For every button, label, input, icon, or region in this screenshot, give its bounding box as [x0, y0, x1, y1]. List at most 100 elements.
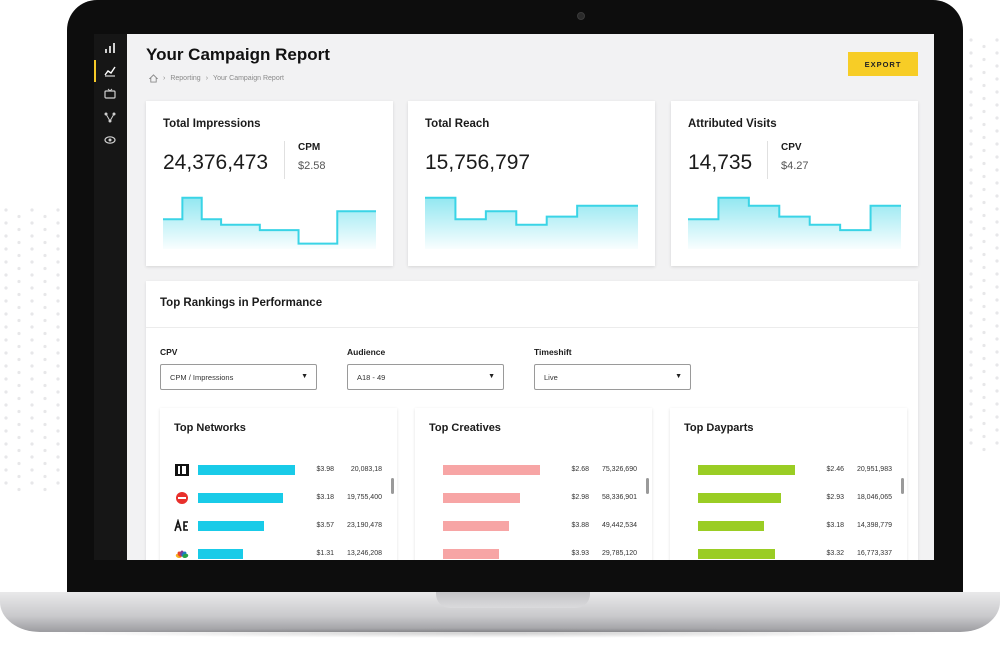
- rank-card-title: Top Networks: [174, 422, 246, 434]
- scrollbar-thumb[interactable]: [391, 478, 394, 494]
- rank-row[interactable]: $2.93 18,046,065: [684, 491, 894, 505]
- rank-cost: $3.18: [316, 494, 334, 501]
- breadcrumb-current: Your Campaign Report: [213, 75, 284, 82]
- filter-select-audience[interactable]: A18 - 49 ▼: [347, 364, 504, 390]
- rank-count: 29,785,120: [601, 550, 637, 557]
- sidebar-item-tv[interactable]: [103, 87, 117, 101]
- rank-row[interactable]: $2.46 20,951,983: [684, 463, 894, 477]
- filter-label-audience: Audience: [347, 347, 386, 357]
- kpi-card-title: Total Reach: [425, 118, 490, 130]
- home-icon[interactable]: [149, 74, 158, 83]
- rank-count: 49,442,534: [601, 522, 637, 529]
- sidebar: [94, 34, 127, 560]
- kpi-card-value: 15,756,797: [425, 151, 531, 174]
- sidebar-item-bar-chart[interactable]: [103, 41, 117, 55]
- rank-cost: $1.31: [316, 550, 334, 557]
- rank-cost: $3.57: [316, 522, 334, 529]
- id-network-icon: [174, 463, 190, 477]
- kpi-card-divider: [767, 141, 768, 179]
- rank-cost: $2.98: [571, 494, 589, 501]
- rank-row[interactable]: $3.32 16,773,337: [684, 547, 894, 560]
- kpi-card-value: 14,735: [688, 151, 753, 174]
- tv-icon: [104, 88, 116, 99]
- laptop-shadow: [40, 628, 960, 638]
- laptop-notch: [436, 592, 590, 608]
- rank-count: 19,755,400: [346, 494, 382, 501]
- rank-bar: [698, 493, 781, 503]
- food-network-icon: [176, 492, 188, 504]
- kpi-card-impressions: Total Impressions 24,376,473 CPM $2.58: [146, 101, 393, 266]
- scrollbar-thumb[interactable]: [646, 478, 649, 494]
- rank-cost: $3.18: [826, 522, 844, 529]
- rank-row[interactable]: $3.98 20,083,18: [174, 463, 384, 477]
- kpi-card-title: Attributed Visits: [688, 118, 777, 130]
- rank-cost: $3.93: [571, 550, 589, 557]
- filter-select-cpv[interactable]: CPM / Impressions ▼: [160, 364, 317, 390]
- filter-select-timeshift[interactable]: Live ▼: [534, 364, 691, 390]
- rank-row[interactable]: $3.18 14,398,779: [684, 519, 894, 533]
- line-chart-icon: [104, 66, 116, 77]
- rank-row[interactable]: $3.18 19,755,400: [174, 491, 384, 505]
- kpi-card-title: Total Impressions: [163, 118, 261, 130]
- rank-card-creatives: Top Creatives $2.68 75,326,690 $2.98 58,336…: [415, 408, 652, 560]
- sparkline-area: [163, 197, 376, 249]
- caret-down-icon: ▼: [301, 373, 308, 380]
- rank-cost: $3.88: [571, 522, 589, 529]
- sidebar-item-eye[interactable]: [103, 133, 117, 147]
- rank-row[interactable]: $2.98 58,336,901: [429, 491, 639, 505]
- network-icon: [104, 112, 116, 123]
- rank-bar: [443, 549, 499, 559]
- rank-row[interactable]: $3.93 29,785,120: [429, 547, 639, 560]
- rank-bar: [198, 493, 283, 503]
- breadcrumb-separator-icon: ›: [163, 75, 166, 82]
- scrollbar-thumb[interactable]: [901, 478, 904, 494]
- rank-row[interactable]: $3.88 49,442,534: [429, 519, 639, 533]
- eye-icon: [104, 136, 116, 144]
- sidebar-item-line-chart[interactable]: [103, 64, 117, 78]
- rank-row[interactable]: $3.57 23,190,478: [174, 519, 384, 533]
- page-title: Your Campaign Report: [146, 45, 330, 64]
- rank-bar: [698, 465, 795, 475]
- filter-value: A18 - 49: [357, 373, 386, 382]
- filter-label-timeshift: Timeshift: [534, 347, 572, 357]
- sidebar-active-indicator: [94, 60, 96, 82]
- rank-card-networks: Top Networks $3.98 20,083,18 $3.18 19,755,4…: [160, 408, 397, 560]
- sparkline-line: [163, 196, 376, 245]
- rank-bar: [443, 465, 540, 475]
- ae-network-icon: [174, 519, 190, 533]
- rank-count: 58,336,901: [601, 494, 637, 501]
- sparkline-area: [425, 197, 638, 249]
- rank-cost: $2.46: [826, 466, 844, 473]
- kpi-card-visits: Attributed Visits 14,735 CPV $4.27: [671, 101, 918, 266]
- rank-cost: $3.98: [316, 466, 334, 473]
- kpi-card-sub-value: $4.27: [781, 160, 809, 172]
- food-network-icon: [174, 491, 190, 505]
- id-network-icon: [175, 464, 189, 476]
- kpi-card-reach: Total Reach 15,756,797: [408, 101, 655, 266]
- sidebar-item-network[interactable]: [103, 110, 117, 124]
- kpi-card-sub-value: $2.58: [298, 160, 326, 172]
- rank-bar: [698, 549, 775, 559]
- rank-row[interactable]: $1.31 13,246,208: [174, 547, 384, 560]
- kpi-card-value: 24,376,473: [163, 151, 269, 174]
- rank-bar: [443, 493, 520, 503]
- rank-card-dayparts: Top Dayparts $2.46 20,951,983 $2.93 18,046,…: [670, 408, 907, 560]
- divider: [146, 327, 918, 328]
- export-button[interactable]: EXPORT: [848, 52, 918, 76]
- sparkline-line: [425, 196, 638, 226]
- sparkline-line: [688, 196, 901, 232]
- breadcrumb-reporting[interactable]: Reporting: [170, 75, 201, 82]
- rank-count: 13,246,208: [346, 550, 382, 557]
- sparkline-chart: [688, 196, 901, 249]
- filter-value: Live: [544, 373, 558, 382]
- rank-bar: [198, 521, 264, 531]
- kpi-card-sub-label: CPV: [781, 142, 802, 153]
- ae-network-icon: [174, 519, 188, 532]
- rank-row[interactable]: $2.68 75,326,690: [429, 463, 639, 477]
- rank-count: 14,398,779: [856, 522, 892, 529]
- rank-count: 20,951,983: [856, 466, 892, 473]
- breadcrumb-separator-icon: ›: [205, 75, 209, 82]
- filter-label-cpv: CPV: [160, 347, 178, 357]
- rank-cost: $2.93: [826, 494, 844, 501]
